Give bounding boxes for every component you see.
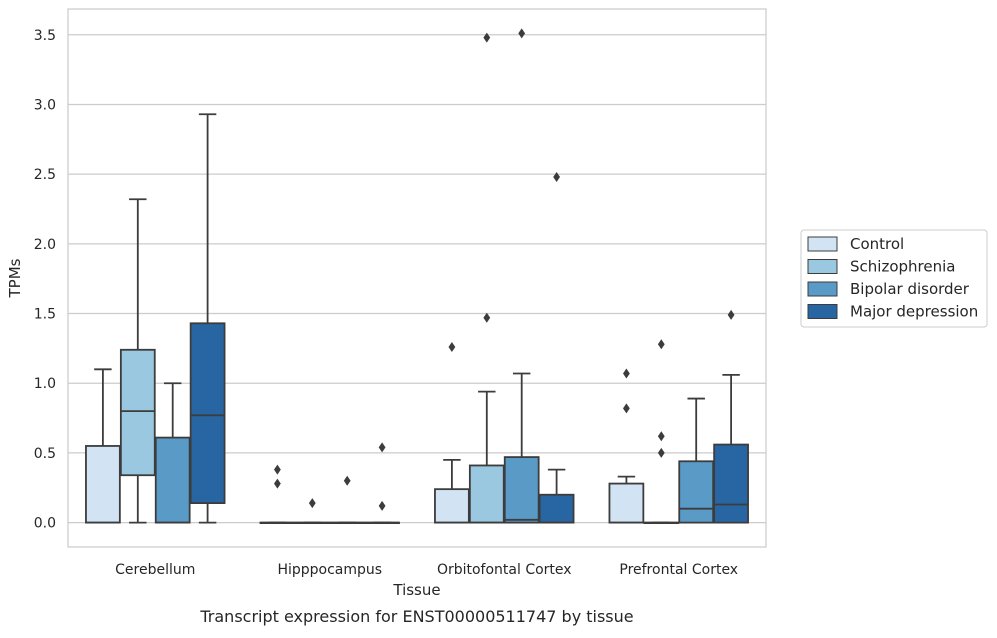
outlier-point (623, 368, 630, 379)
x-tick-label: Prefrontal Cortex (619, 562, 738, 578)
y-tick-label: 2.0 (34, 237, 56, 253)
y-tick-label: 1.5 (34, 307, 56, 323)
box-group (678, 397, 715, 524)
x-tick-label: Hipppocampus (277, 562, 382, 578)
outlier-point (274, 478, 281, 489)
outlier-point (308, 498, 316, 509)
outlier-point (518, 28, 526, 39)
box (119, 348, 156, 477)
y-tick-labels: 0.0 0.5 1.0 1.5 2.0 2.5 3.0 3.5 (34, 28, 56, 532)
outlier-point (483, 312, 491, 323)
legend-items: Control Schizophrenia Bipolar disorder Majo… (807, 235, 978, 321)
box-group (503, 28, 540, 524)
x-tick-label: Orbitofontal Cortex (437, 562, 572, 578)
legend-label: Major depression (850, 303, 978, 321)
box-group (364, 442, 400, 525)
box-group (468, 32, 505, 524)
outlier-point (657, 447, 665, 458)
outlier-point (727, 309, 735, 320)
y-axis-label: TPMs (6, 258, 24, 298)
box-group (329, 475, 366, 525)
outlier-point (448, 341, 456, 352)
y-tick-label: 0.5 (34, 446, 56, 462)
legend-swatch (807, 259, 838, 274)
legend-frame (800, 229, 988, 328)
legend-label: Control (850, 235, 904, 253)
legend-swatch (807, 281, 838, 297)
outlier-point (657, 339, 665, 350)
legend-label: Bipolar disorder (850, 280, 970, 298)
outlier-point (623, 403, 630, 414)
box (189, 322, 226, 504)
outlier-point (553, 171, 560, 182)
box-group (713, 309, 749, 524)
x-axis-label: Tissue (392, 581, 440, 599)
legend: Control Schizophrenia Bipolar disorder Majo… (800, 229, 988, 328)
plot-frame (67, 8, 767, 548)
box-group (119, 198, 156, 524)
y-tick-label: 3.0 (34, 97, 56, 113)
box-group (189, 113, 226, 524)
box-group (259, 464, 296, 525)
outlier-point (378, 442, 386, 453)
outlier-point (483, 32, 491, 43)
box (434, 488, 470, 524)
outlier-point (657, 431, 665, 442)
box-group (608, 368, 645, 524)
chart-caption: Transcript expression for ENST0000051174… (199, 607, 633, 626)
box-layer (85, 28, 749, 525)
y-tick-label: 0.0 (34, 516, 56, 532)
box-group (294, 498, 331, 525)
box (713, 443, 749, 524)
legend-swatch (807, 304, 838, 319)
outlier-point (378, 500, 386, 511)
box (85, 445, 121, 524)
outlier-point (343, 475, 351, 486)
box (503, 456, 540, 524)
box (154, 436, 191, 524)
box-group (154, 382, 191, 524)
x-tick-label: Cerebellum (115, 562, 195, 578)
y-tick-label: 3.5 (34, 28, 56, 44)
y-tick-label: 1.0 (34, 376, 56, 392)
x-tick-labels: Cerebellum Hipppocampus Orbitofontal Corte… (115, 562, 738, 578)
box (538, 493, 575, 524)
box-group (85, 368, 121, 524)
box-group (643, 339, 680, 525)
box (608, 482, 645, 524)
outlier-point (274, 464, 281, 475)
box (468, 464, 505, 524)
y-tick-label: 2.5 (34, 167, 56, 183)
box-group (538, 171, 575, 524)
box (678, 460, 715, 524)
box-group (434, 341, 470, 524)
legend-swatch (807, 236, 838, 252)
legend-label: Schizophrenia (850, 258, 955, 276)
